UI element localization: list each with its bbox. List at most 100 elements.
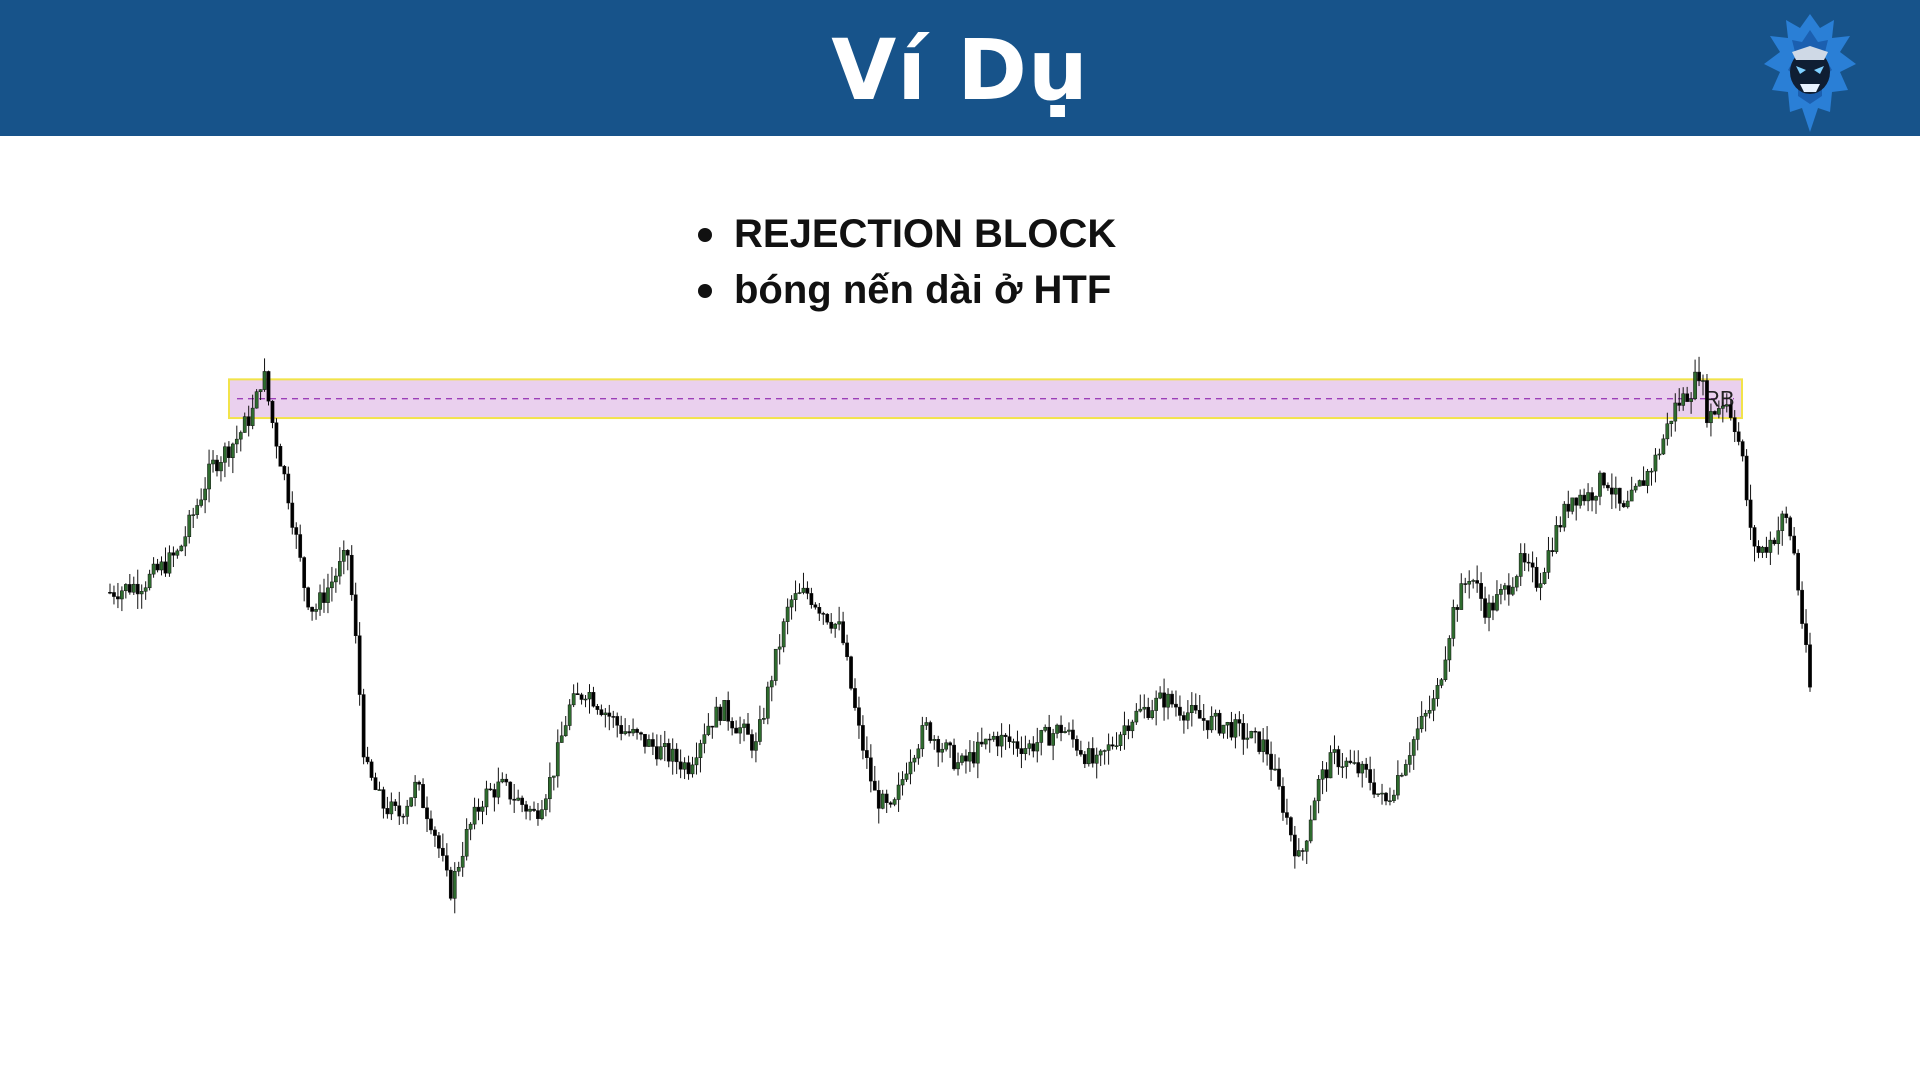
candle-up	[1376, 793, 1380, 795]
candle-down	[1685, 393, 1690, 402]
candle-up	[258, 389, 263, 392]
candle-up	[1427, 710, 1432, 714]
candle-down	[215, 459, 219, 472]
candle-down	[1764, 546, 1769, 553]
candle-down	[651, 739, 655, 747]
candle-up	[409, 797, 414, 807]
list-item: REJECTION BLOCK	[690, 206, 1116, 262]
candle-up	[571, 693, 576, 706]
candle-down	[1641, 480, 1646, 486]
candle-down	[1364, 763, 1369, 770]
candle-up	[777, 646, 782, 650]
candle-down	[829, 621, 834, 629]
candle-up	[960, 755, 964, 763]
candle-up	[1693, 371, 1697, 400]
candle-up	[219, 462, 223, 472]
candle-down	[282, 466, 287, 475]
candle-up	[131, 583, 136, 593]
candle-up	[912, 757, 917, 763]
candle-down	[1740, 441, 1745, 457]
candle-down	[266, 371, 271, 402]
bullet-icon	[698, 228, 712, 242]
candle-up	[1388, 800, 1392, 802]
candle-down	[1237, 719, 1242, 724]
candle-up	[1186, 712, 1190, 721]
candle-up	[1594, 496, 1598, 501]
candle-up	[908, 761, 913, 775]
candle-up	[793, 593, 798, 600]
candle-up	[1503, 585, 1507, 590]
candle-down	[1748, 499, 1753, 528]
candle-down	[357, 635, 362, 695]
candle-up	[1510, 586, 1515, 595]
candle-up	[223, 446, 227, 463]
candle-up	[1578, 494, 1583, 506]
candle-down	[575, 693, 580, 695]
candle-up	[1689, 398, 1693, 402]
candle-up	[1328, 752, 1333, 779]
candle-up	[1098, 750, 1103, 756]
candle-up	[1392, 794, 1396, 801]
candle-up	[1261, 739, 1265, 752]
candle-down	[1110, 744, 1115, 747]
candle-down	[591, 692, 596, 707]
candle-down	[1804, 623, 1808, 645]
candle-down	[1574, 497, 1579, 506]
candle-down	[112, 592, 116, 597]
candle-up	[1514, 576, 1519, 588]
candle-up	[1166, 693, 1170, 708]
candle-up	[326, 587, 330, 603]
candle-up	[662, 743, 667, 747]
candlestick-series	[108, 356, 1812, 914]
candle-down	[1348, 760, 1353, 763]
candle-down	[127, 584, 132, 593]
candle-down	[365, 756, 370, 763]
candle-up	[975, 741, 980, 764]
candle-down	[1277, 768, 1281, 787]
candle-up	[1681, 393, 1686, 406]
candle-up	[1213, 712, 1218, 717]
candle-down	[809, 593, 814, 605]
candle-up	[480, 806, 485, 812]
candle-down	[857, 707, 861, 726]
candle-down	[504, 778, 509, 783]
candle-down	[1728, 404, 1733, 418]
candle-up	[195, 505, 200, 515]
candle-down	[952, 744, 956, 770]
candle-up	[781, 621, 786, 648]
candle-down	[861, 725, 865, 751]
candle-down	[1621, 503, 1626, 508]
candle-up	[670, 748, 675, 762]
candle-up	[1665, 423, 1670, 440]
candle-up	[1637, 480, 1642, 487]
candle-up	[880, 793, 885, 809]
candle-down	[385, 808, 390, 815]
candle-down	[1082, 754, 1087, 765]
candle-up	[187, 514, 192, 537]
candle-up	[567, 704, 572, 726]
candle-up	[1403, 764, 1408, 776]
candle-down	[1522, 553, 1527, 563]
candle-up	[540, 809, 544, 819]
candle-up	[1304, 840, 1309, 852]
candle-up	[1447, 638, 1452, 661]
candle-down	[666, 743, 671, 762]
candle-down	[306, 587, 310, 608]
candle-down	[1677, 402, 1682, 406]
candle-up	[1495, 594, 1499, 611]
candle-up	[1051, 733, 1055, 746]
candle-up	[484, 788, 489, 808]
candle-down	[1356, 762, 1361, 774]
candle-up	[738, 727, 742, 734]
candle-down	[1253, 731, 1258, 733]
candle-down	[1281, 786, 1285, 813]
candle-up	[1308, 819, 1313, 842]
candle-down	[488, 788, 493, 791]
candle-down	[1475, 580, 1479, 584]
candle-up	[892, 799, 897, 805]
candle-down	[1289, 817, 1293, 836]
candle-up	[742, 723, 746, 728]
candle-up	[631, 728, 635, 734]
candle-up	[702, 734, 707, 744]
candle-up	[211, 459, 215, 465]
